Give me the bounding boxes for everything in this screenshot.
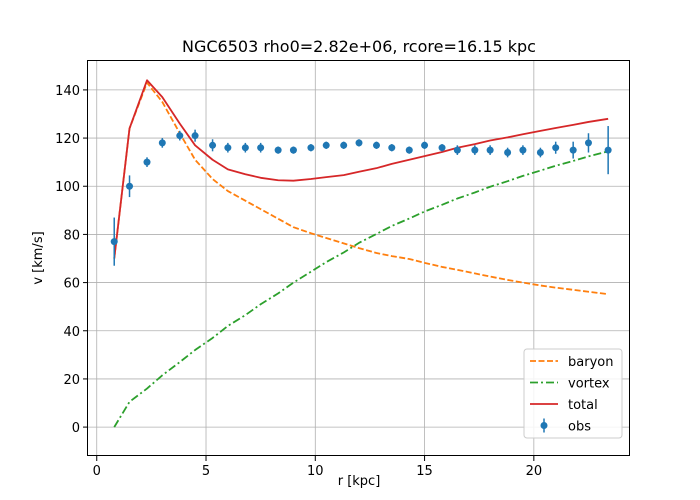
obs-marker (519, 146, 527, 154)
obs-marker (209, 141, 217, 149)
obs-marker (322, 141, 330, 149)
obs-point (453, 145, 461, 155)
x-tick-label: 0 (93, 464, 101, 479)
obs-marker (421, 141, 429, 149)
obs-marker (405, 146, 413, 154)
obs-marker (372, 141, 380, 149)
obs-marker (552, 144, 560, 152)
obs-point (552, 141, 560, 154)
obs-point (126, 175, 134, 198)
legend-label: vortex (568, 377, 610, 392)
obs-point (486, 145, 494, 155)
obs-marker (110, 238, 118, 246)
obs-marker (584, 139, 592, 147)
obs-marker (158, 139, 166, 147)
chart-title: NGC6503 rho0=2.82e+06, rcore=16.15 kpc (182, 37, 536, 56)
obs-point (274, 146, 282, 154)
y-tick-label: 40 (63, 325, 80, 340)
vortex-line (113, 150, 609, 428)
obs-point (110, 217, 118, 266)
obs-marker (438, 144, 446, 152)
obs-point (584, 133, 592, 153)
x-tick-label: 15 (416, 464, 433, 479)
y-tick-label: 60 (63, 277, 80, 292)
obs-marker (486, 146, 494, 154)
legend-item-obs: obs (540, 418, 591, 435)
obs-marker (307, 144, 315, 152)
obs-point (340, 141, 348, 149)
obs-marker (176, 132, 184, 140)
y-tick-label: 80 (63, 228, 80, 243)
series-layer (110, 79, 612, 428)
obs-point (421, 141, 429, 149)
x-tick-label: 10 (307, 464, 324, 479)
obs-point (257, 142, 265, 153)
obs-point (209, 139, 217, 152)
y-tick-label: 20 (63, 373, 80, 388)
obs-point (158, 138, 166, 148)
legend: baryon vortex total obs (523, 348, 623, 439)
obs-point (405, 146, 413, 154)
legend-label: total (568, 398, 598, 413)
total-line (113, 79, 609, 259)
legend-item-total: total (530, 398, 598, 413)
obs-marker (471, 146, 479, 154)
legend-label: baryon (568, 355, 613, 370)
y-tick-label: 100 (55, 180, 80, 195)
x-axis: 0 5 10 15 20 (93, 456, 543, 479)
obs-marker (289, 146, 297, 154)
legend-label: obs (568, 420, 591, 435)
plot-frame (87, 60, 630, 456)
obs-marker (274, 146, 282, 154)
obs-point (355, 139, 363, 147)
legend-item-vortex: vortex (530, 377, 610, 392)
obs-point (536, 147, 544, 158)
obs-point (289, 146, 297, 154)
obs-point (191, 129, 199, 142)
obs-marker (224, 144, 232, 152)
obs-marker (453, 146, 461, 154)
y-tick-label: 140 (55, 84, 80, 99)
obs-marker (536, 149, 544, 157)
obs-marker (388, 144, 396, 152)
obs-marker (126, 182, 134, 190)
obs-point (569, 141, 577, 159)
obs-marker (241, 144, 249, 152)
obs-point (504, 147, 512, 158)
obs-point (307, 144, 315, 152)
x-axis-label: r [kpc] (338, 474, 381, 489)
obs-marker (340, 141, 348, 149)
obs-marker (191, 132, 199, 140)
obs-marker (504, 149, 512, 157)
obs-point (604, 126, 612, 175)
legend-marker (540, 422, 548, 429)
y-tick-label: 120 (55, 132, 80, 147)
obs-point (372, 141, 380, 149)
obs-marker (143, 158, 151, 166)
legend-box (523, 348, 623, 439)
obs-marker (257, 144, 265, 152)
obs-point (143, 157, 151, 167)
baryon-line (113, 81, 609, 296)
obs-point (438, 144, 446, 152)
obs-point (388, 144, 396, 152)
obs-point (322, 141, 330, 149)
x-tick-label: 20 (526, 464, 543, 479)
legend-item-baryon: baryon (530, 355, 613, 370)
x-tick-label: 5 (202, 464, 210, 479)
obs-marker (569, 146, 577, 154)
obs-point (224, 142, 232, 153)
obs-marker (355, 139, 363, 147)
obs-marker (604, 146, 612, 154)
y-axis: 0 20 40 60 80 100 120 140 (55, 84, 88, 436)
obs-point (241, 142, 249, 153)
obs-point (519, 145, 527, 155)
obs-point (471, 145, 479, 155)
obs-point (176, 130, 184, 141)
y-tick-label: 0 (72, 421, 80, 436)
y-axis-label: v [km/s] (31, 231, 46, 284)
